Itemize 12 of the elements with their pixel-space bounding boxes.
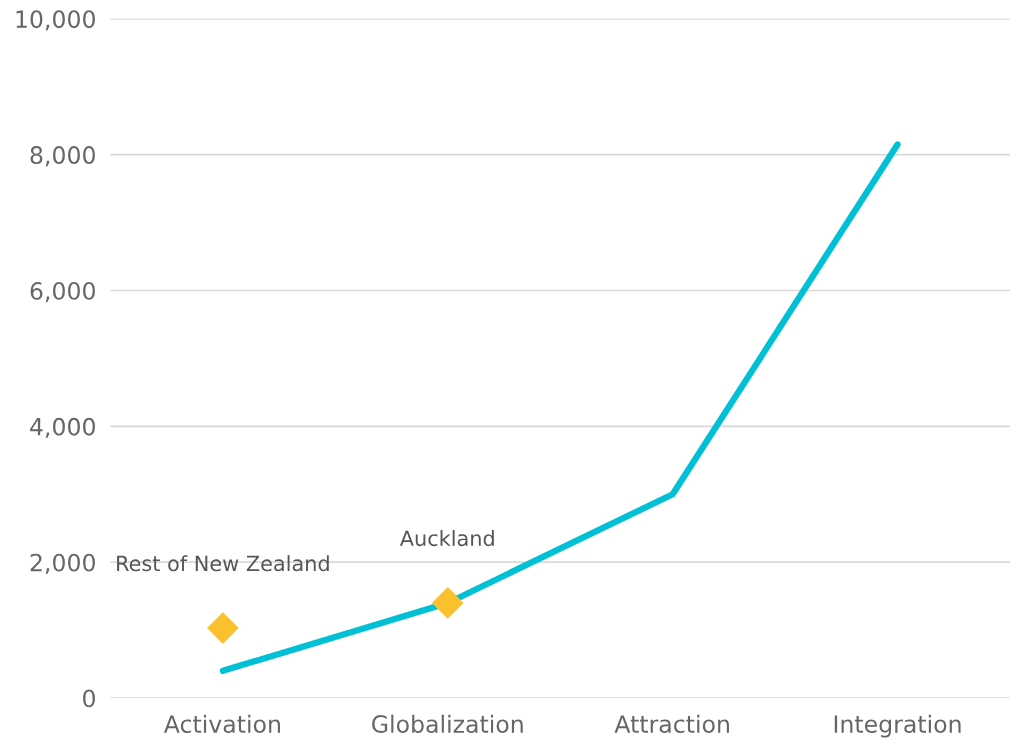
x-tick-label: Integration	[834, 714, 961, 738]
text: Rest of New Zealand	[117, 555, 329, 572]
x-tick-label: Attraction	[614, 714, 729, 733]
y-tick-label: 0	[83, 689, 95, 708]
y-tick-label: 6,000	[30, 281, 95, 303]
y-tick-label: 4,000	[30, 417, 95, 439]
text: Auckland	[399, 530, 494, 547]
y-tick-label: 10,000	[16, 10, 95, 31]
y-tick-label: 2,000	[30, 553, 95, 574]
y-tick-label: 8,000	[30, 146, 95, 167]
x-tick-label: Activation	[163, 714, 280, 733]
x-tick-label: Globalization	[372, 714, 523, 733]
